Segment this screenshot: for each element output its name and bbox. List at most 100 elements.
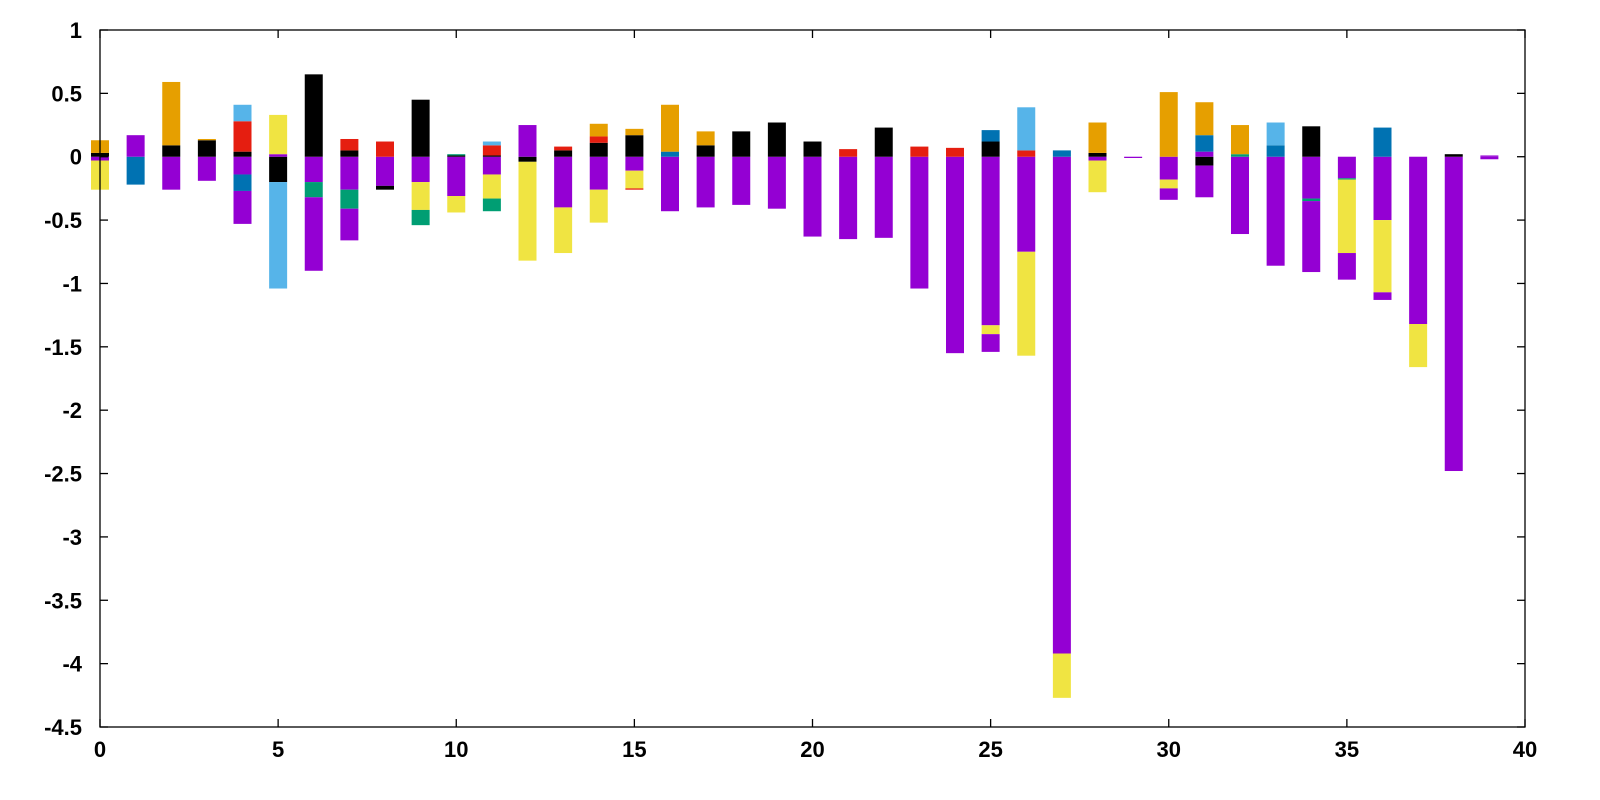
- bar-27-segment-2-blue: [1052, 150, 1071, 157]
- bar-38: [1444, 154, 1463, 472]
- bar-10-segment-1-yellow: [447, 196, 466, 213]
- bar-32: [1231, 125, 1249, 235]
- bar-38-segment-0-purple: [1444, 156, 1463, 472]
- bar-26-segment-1-yellow: [1017, 251, 1036, 356]
- y-tick-label: -0.5: [44, 208, 82, 233]
- bar-14-segment-4-orange: [589, 123, 608, 137]
- bar-27: [1052, 150, 1071, 698]
- bar-24: [946, 147, 964, 354]
- bar-15: [625, 128, 644, 190]
- y-tick-label: 0: [70, 145, 82, 170]
- bar-5-segment-1-skyblue: [269, 182, 288, 289]
- bar-31: [1195, 102, 1214, 198]
- bar-13-segment-2-black: [554, 150, 573, 157]
- bar-32-segment-2-orange: [1231, 125, 1249, 155]
- bar-1-segment-1-purple: [126, 135, 145, 157]
- bar-4: [233, 104, 252, 224]
- bar-22: [874, 127, 893, 238]
- bar-4-segment-2-purple: [233, 190, 252, 224]
- bar-8-segment-1-black: [376, 185, 394, 190]
- bar-34-segment-2-purple: [1302, 201, 1321, 273]
- bar-8: [376, 141, 394, 190]
- bar-25-segment-1-yellow: [981, 325, 1000, 335]
- bar-14-segment-0-purple: [589, 156, 608, 190]
- bar-35-segment-0-purple: [1337, 156, 1356, 179]
- bar-17-segment-1-black: [696, 145, 715, 157]
- bar-29-segment-0-purple: [1124, 156, 1143, 158]
- bar-13-segment-1-yellow: [554, 207, 573, 254]
- bar-19-segment-1-black: [767, 122, 786, 157]
- bar-23-segment-1-red: [910, 146, 929, 157]
- bar-25-segment-2-purple: [981, 334, 1000, 352]
- bar-38-segment-1-black: [1444, 154, 1463, 157]
- bar-8-segment-2-red: [376, 141, 394, 157]
- bar-34-segment-3-black: [1302, 126, 1321, 157]
- bar-28-segment-1-yellow: [1088, 160, 1107, 193]
- bar-7: [340, 138, 359, 241]
- bar-10: [447, 154, 466, 213]
- bar-16-segment-1-blue: [661, 151, 679, 157]
- bar-13: [554, 146, 573, 254]
- bar-14-segment-1-yellow: [589, 189, 608, 223]
- bar-17-segment-0-purple: [696, 156, 715, 208]
- bar-14-segment-2-black: [589, 142, 608, 157]
- bar-25-segment-3-black: [981, 141, 1000, 157]
- bar-2-segment-1-black: [162, 145, 181, 157]
- bar-5-segment-2-purple: [269, 154, 288, 157]
- bar-31-segment-2-purple: [1195, 151, 1214, 157]
- x-tick-label: 5: [272, 737, 284, 762]
- bar-7-segment-1-teal: [340, 189, 359, 209]
- bar-28-segment-2-black: [1088, 152, 1107, 157]
- bar-36-segment-3-blue: [1373, 127, 1392, 157]
- bar-16: [661, 104, 679, 212]
- bar-4-segment-1-blue: [233, 174, 252, 191]
- bar-9-segment-1-yellow: [411, 182, 430, 210]
- bar-34: [1302, 126, 1321, 273]
- bar-32-segment-1-teal: [1231, 154, 1249, 157]
- bar-6-segment-2-purple: [304, 197, 323, 271]
- bar-15-segment-3-black: [625, 135, 644, 157]
- bar-39: [1480, 155, 1499, 160]
- bar-21: [839, 149, 858, 240]
- bar-31-segment-0-black: [1195, 156, 1214, 166]
- bar-12-segment-1-yellow: [518, 161, 537, 261]
- bar-30-segment-1-yellow: [1159, 179, 1178, 189]
- bar-1-segment-0-blue: [126, 156, 145, 185]
- bar-31-segment-3-blue: [1195, 135, 1214, 152]
- bar-11-segment-5-skyblue: [482, 141, 501, 146]
- bar-15-segment-4-orange: [625, 128, 644, 136]
- bar-19-segment-0-purple: [767, 156, 786, 209]
- bar-9-segment-0-purple: [411, 156, 430, 183]
- bar-36-segment-2-purple: [1373, 292, 1392, 300]
- bar-3-segment-0-purple: [197, 156, 216, 181]
- bar-25-segment-0-purple: [981, 156, 1000, 326]
- bar-10-segment-2-black: [447, 155, 466, 157]
- bar-24-segment-1-red: [946, 147, 964, 157]
- bar-22-segment-0-purple: [874, 156, 893, 238]
- bar-24-segment-0-purple: [946, 156, 964, 354]
- bar-27-segment-0-purple: [1052, 156, 1071, 654]
- bar-30-segment-0-purple: [1159, 156, 1178, 180]
- bar-9-segment-2-teal: [411, 209, 430, 226]
- bar-26-segment-3-skyblue: [1017, 107, 1036, 151]
- x-tick-label: 0: [94, 737, 106, 762]
- bar-34-segment-1-teal: [1302, 198, 1321, 202]
- bar-26-segment-2-red: [1017, 150, 1036, 157]
- bar-30: [1159, 92, 1178, 200]
- bar-36-segment-0-purple: [1373, 156, 1392, 221]
- x-tick-label: 25: [978, 737, 1002, 762]
- bar-30-segment-3-orange: [1159, 92, 1178, 157]
- bar-20-segment-0-purple: [803, 156, 822, 237]
- bar-7-segment-2-purple: [340, 208, 359, 241]
- x-tick-label: 20: [800, 737, 824, 762]
- bar-12: [518, 125, 537, 261]
- bar-33-segment-0-purple: [1266, 156, 1285, 266]
- bar-22-segment-1-black: [874, 127, 893, 157]
- bar-20-segment-1-black: [803, 141, 822, 157]
- bar-16-segment-0-purple: [661, 156, 679, 212]
- bar-18-segment-0-purple: [732, 156, 751, 205]
- x-tick-label: 30: [1157, 737, 1181, 762]
- bar-8-segment-0-purple: [376, 156, 394, 186]
- bar-31-segment-1-purple: [1195, 165, 1214, 198]
